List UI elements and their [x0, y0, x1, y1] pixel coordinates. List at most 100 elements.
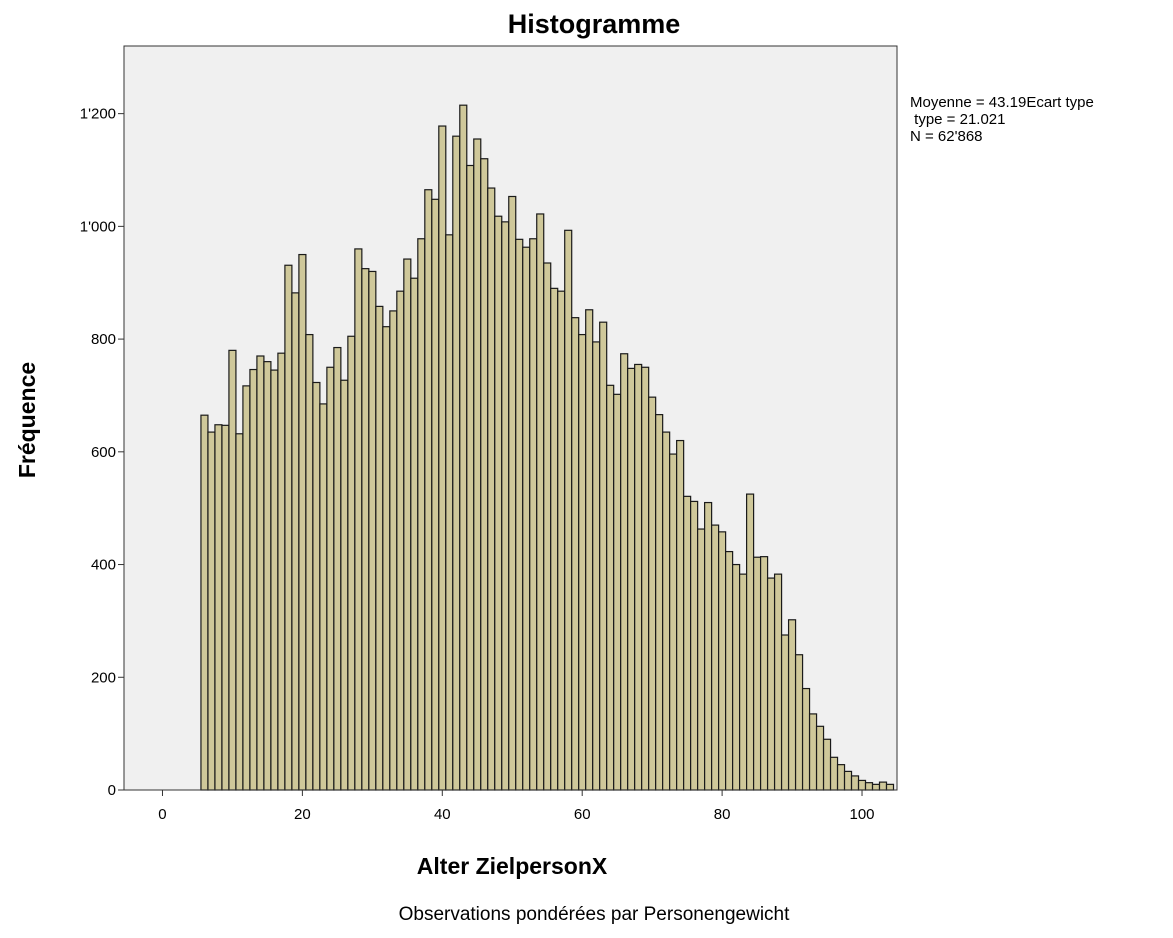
histogram-bar	[466, 164, 475, 791]
stats-line-stddev: type = 21.021	[910, 111, 1006, 128]
histogram-bar	[529, 238, 538, 791]
y-tick-label: 0	[108, 782, 116, 799]
histogram-bar	[494, 215, 503, 791]
histogram-bar	[564, 229, 573, 791]
histogram-bar	[487, 187, 496, 791]
histogram-bar	[655, 414, 664, 791]
histogram-bar	[305, 333, 314, 791]
histogram-bar	[836, 764, 846, 791]
x-tick-label: 60	[574, 806, 591, 823]
histogram-bar	[452, 135, 461, 791]
weighting-footnote: Observations pondérées par Personengewic…	[399, 904, 791, 925]
histogram-bar	[627, 367, 636, 791]
histogram-bar	[711, 524, 720, 791]
histogram-bar	[319, 403, 328, 791]
histogram-bar	[333, 346, 342, 791]
histogram-bar	[214, 424, 223, 791]
histogram-bar	[501, 221, 510, 791]
histogram-bar	[431, 198, 440, 791]
histogram-bar	[857, 779, 867, 791]
histogram-bar	[550, 287, 559, 791]
histogram-bar	[396, 290, 405, 791]
histogram-bar	[864, 782, 874, 791]
histogram-bar	[718, 531, 727, 791]
histogram-bar	[697, 528, 706, 791]
histogram-bar	[766, 577, 776, 791]
histogram-bar	[557, 290, 566, 791]
histogram-bar	[459, 104, 468, 791]
histogram-bar	[312, 381, 321, 791]
histogram-bar	[815, 725, 825, 791]
stats-line-mean: Moyenne = 43.19Ecart type	[910, 94, 1094, 111]
histogram-bar	[270, 369, 279, 791]
histogram-bar	[221, 424, 230, 791]
histogram-bar	[780, 634, 790, 791]
histogram-bar	[759, 556, 769, 791]
x-axis: 0 20 40 60 80 100	[158, 790, 875, 823]
histogram-bar	[207, 431, 216, 791]
histogram-bar	[745, 493, 755, 791]
histogram-bar	[634, 363, 643, 791]
histogram-bar	[592, 341, 601, 791]
histogram-bar	[515, 238, 524, 791]
plot-frame	[123, 45, 898, 791]
x-tick-label: 100	[850, 806, 875, 823]
histogram-bar	[683, 495, 692, 791]
histogram-bar	[641, 366, 650, 791]
histogram-bar	[585, 309, 594, 791]
histogram-bar	[536, 213, 545, 791]
y-tick-label: 1'000	[80, 218, 116, 235]
histogram-bar	[732, 563, 741, 791]
x-tick-label: 80	[714, 806, 731, 823]
histogram-bar	[606, 384, 615, 791]
histogram-bar	[361, 268, 370, 791]
histogram-bar	[403, 258, 412, 791]
x-tick-label: 20	[294, 806, 311, 823]
histogram-bar	[291, 292, 300, 791]
histogram-bar	[599, 321, 608, 791]
histogram-bar	[200, 414, 209, 791]
y-tick-label: 200	[91, 669, 116, 686]
stats-line-n: N = 62'868	[910, 128, 983, 145]
histogram-bar	[571, 317, 580, 791]
histogram-bar	[801, 687, 811, 791]
histogram-bar	[620, 353, 629, 791]
histogram-bar	[850, 775, 860, 791]
y-axis-title: Fréquence	[14, 362, 40, 478]
histogram-bar	[410, 277, 419, 791]
histogram-bar	[752, 556, 762, 791]
histogram-bar	[417, 238, 426, 791]
histogram-bar	[787, 619, 797, 791]
x-tick-label: 0	[158, 806, 166, 823]
histogram-bar	[277, 352, 286, 791]
histogram-bar	[669, 453, 678, 791]
histogram-bar	[794, 654, 804, 791]
y-tick-label: 600	[91, 444, 116, 461]
histogram-bar	[822, 738, 832, 791]
histogram-bar	[829, 756, 839, 791]
histogram-bar	[438, 125, 447, 791]
y-tick-label: 400	[91, 557, 116, 574]
histogram-bar	[725, 550, 734, 791]
histogram-bar	[878, 781, 888, 791]
histogram-bar	[871, 783, 881, 791]
y-tick-label: 1'200	[80, 106, 116, 123]
y-axis: 0 200 400 600 800 1'000 1'200	[80, 106, 124, 799]
histogram-bar	[676, 439, 685, 791]
histogram-bar	[382, 326, 391, 791]
histogram-bar	[424, 189, 433, 791]
histogram-bar	[738, 573, 748, 791]
x-axis-title: Alter ZielpersonX	[417, 853, 608, 879]
histogram-bar	[263, 361, 272, 791]
histogram-bar	[256, 355, 265, 791]
histogram-bar	[508, 195, 517, 791]
histogram-bar	[843, 770, 853, 791]
histogram-bar	[368, 270, 377, 791]
histogram-bar	[326, 366, 335, 791]
x-tick-label: 40	[434, 806, 451, 823]
histogram-bar	[522, 246, 531, 791]
histogram-bar	[340, 379, 349, 791]
histogram-bar	[249, 368, 258, 791]
histogram-bar	[613, 393, 622, 791]
